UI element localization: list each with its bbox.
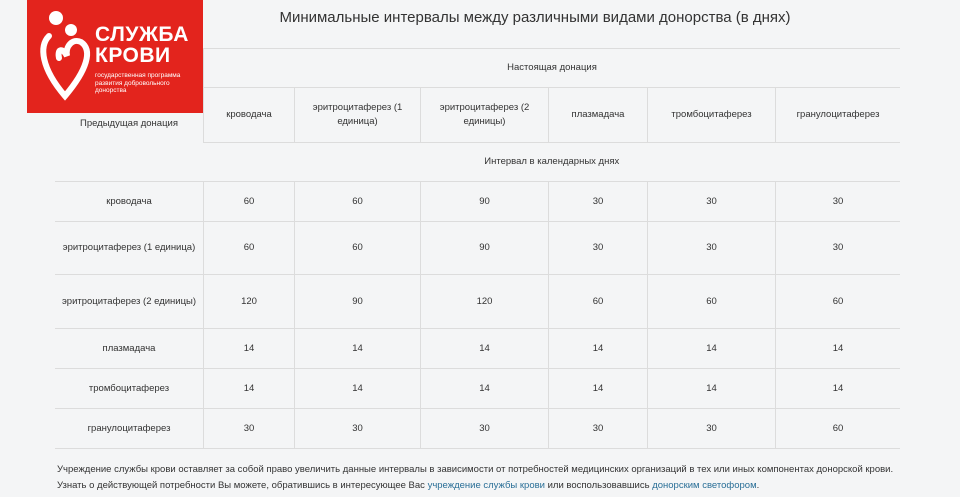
table-row: эритроцитаферез (2 единицы) 120 90 120 60 60 6… [55,274,900,329]
table-row: тромбоцитаферез 14 14 14 14 14 14 [55,368,900,409]
interval-value: 14 [775,368,900,409]
interval-value: 14 [548,368,648,409]
interval-value: 90 [294,274,421,329]
column-header: гранулоцитаферез [775,87,900,143]
interval-value: 14 [420,328,549,369]
table-row: гранулоцитаферез 30 30 30 30 30 60 [55,408,900,449]
row-label: эритроцитаферез (1 единица) [55,221,204,275]
interval-value: 60 [294,221,421,275]
table-row: кроводача 60 60 90 30 30 30 [55,181,900,222]
interval-value: 60 [775,408,900,449]
interval-value: 30 [294,408,421,449]
column-header: эритроцитаферез (2 единицы) [420,87,549,143]
interval-value: 60 [203,181,295,222]
column-header: эритроцитаферез (1 единица) [294,87,421,143]
interval-value: 14 [647,368,776,409]
interval-value: 14 [647,328,776,369]
footer-text: или воспользовавшись [544,480,653,491]
row-label: тромбоцитаферез [55,368,204,409]
interval-value: 30 [548,408,648,449]
interval-value: 30 [647,408,776,449]
interval-value: 90 [420,181,549,222]
interval-value: 120 [420,274,549,329]
interval-value: 30 [775,181,900,222]
interval-header: Интервал в календарных днях [203,142,900,182]
interval-value: 90 [420,221,549,275]
row-label: гранулоцитаферез [55,408,204,449]
logo-subtitle: государственная программа развития добро… [95,72,181,94]
interval-value: 14 [203,328,295,369]
interval-value: 30 [420,408,549,449]
footer-text: . [756,480,760,491]
page-title: Минимальные интервалы между различными в… [279,9,791,26]
interval-value: 30 [548,221,648,275]
donor-traffic-light-link[interactable]: донорским светофором [652,480,757,491]
interval-value: 14 [294,368,421,409]
logo-title-2: КРОВИ [95,44,171,67]
interval-value: 60 [548,274,648,329]
interval-value: 30 [647,221,776,275]
interval-value: 30 [203,408,295,449]
row-label: эритроцитаферез (2 единицы) [55,274,204,329]
interval-value: 14 [203,368,295,409]
footer-note: Учреждение службы крови оставляет за соб… [57,462,917,494]
interval-value: 60 [294,181,421,222]
interval-value: 30 [647,181,776,222]
row-label: плазмадача [55,328,204,369]
interval-value: 14 [294,328,421,369]
footer-text: Учреждение службы крови оставляет за соб… [57,464,894,491]
row-label: кроводача [55,181,204,222]
interval-value: 14 [420,368,549,409]
logo-heart-icon [40,11,91,101]
table-row: эритроцитаферез (1 единица) 60 60 90 30 30 30 [55,221,900,275]
interval-value: 120 [203,274,295,329]
interval-value: 60 [203,221,295,275]
interval-value: 30 [548,181,648,222]
table-row: плазмадача 14 14 14 14 14 14 [55,328,900,369]
logo[interactable]: СЛУЖБА КРОВИ государственная программа ра… [27,0,203,113]
intervals-table: Настоящая донация Предыдущая донация кро… [55,48,900,449]
current-donation-header: Настоящая донация [203,48,900,88]
interval-value: 60 [647,274,776,329]
interval-value: 14 [775,328,900,369]
logo-title: СЛУЖБА [95,23,189,46]
column-header: кроводача [203,87,295,143]
interval-value: 30 [775,221,900,275]
table-bottom-border [55,448,900,449]
interval-value: 14 [548,328,648,369]
interval-value: 60 [775,274,900,329]
blood-service-link[interactable]: учреждение службы крови [427,480,545,491]
column-header: тромбоцитаферез [647,87,776,143]
column-header: плазмадача [548,87,648,143]
